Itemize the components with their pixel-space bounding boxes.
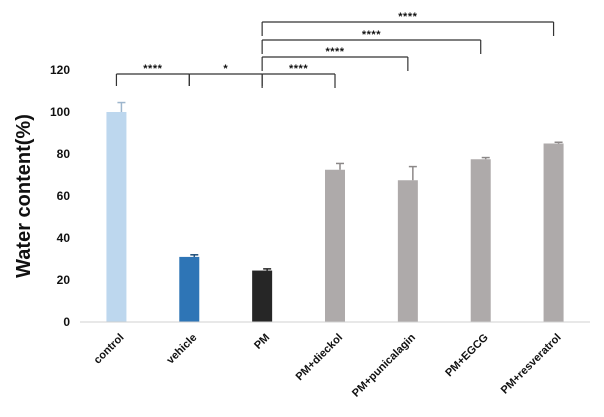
y-tick-label: 120 bbox=[50, 63, 70, 77]
significance-label: **** bbox=[325, 46, 344, 58]
x-tick-label: PM+dieckol bbox=[294, 332, 345, 383]
bar-control bbox=[106, 112, 127, 322]
significance-label: **** bbox=[143, 63, 162, 75]
x-tick-label: PM+punicalagin bbox=[350, 331, 418, 399]
bar-vehicle bbox=[179, 256, 200, 322]
y-axis: 0 20 40 60 80 100 120 bbox=[50, 63, 70, 329]
x-tick-label: vehicle bbox=[165, 332, 200, 367]
bar-pm-dieckol bbox=[325, 169, 345, 322]
x-axis: control vehicle PM PM+dieckol PM+punicalagin… bbox=[80, 321, 590, 400]
x-tick-label: PM+resveratrol bbox=[499, 332, 564, 397]
y-tick-label: 60 bbox=[57, 189, 71, 203]
x-tick-label: control bbox=[92, 332, 127, 367]
y-tick-label: 0 bbox=[63, 315, 70, 329]
x-tick-label: PM+EGCG bbox=[443, 332, 491, 380]
significance-label: * bbox=[223, 63, 228, 75]
significance-label: **** bbox=[362, 29, 381, 41]
x-tick-label: PM bbox=[252, 332, 272, 352]
bar-pm bbox=[252, 270, 273, 322]
significance-label: **** bbox=[398, 11, 417, 23]
error-bar-group bbox=[117, 101, 563, 271]
significance-brackets: **** * **************** bbox=[115, 11, 555, 88]
bar-pm-punicalagin bbox=[397, 180, 418, 322]
bar-pm-resveratrol bbox=[543, 143, 564, 322]
y-axis-label: Water content(%) bbox=[13, 114, 35, 278]
y-tick-label: 80 bbox=[57, 147, 71, 161]
y-tick-label: 40 bbox=[57, 231, 71, 245]
bar-pm-egcg bbox=[470, 159, 491, 322]
y-tick-label: 20 bbox=[57, 273, 71, 287]
y-tick-label: 100 bbox=[50, 105, 70, 119]
bar-group bbox=[106, 112, 564, 322]
significance-label: **** bbox=[289, 63, 308, 75]
